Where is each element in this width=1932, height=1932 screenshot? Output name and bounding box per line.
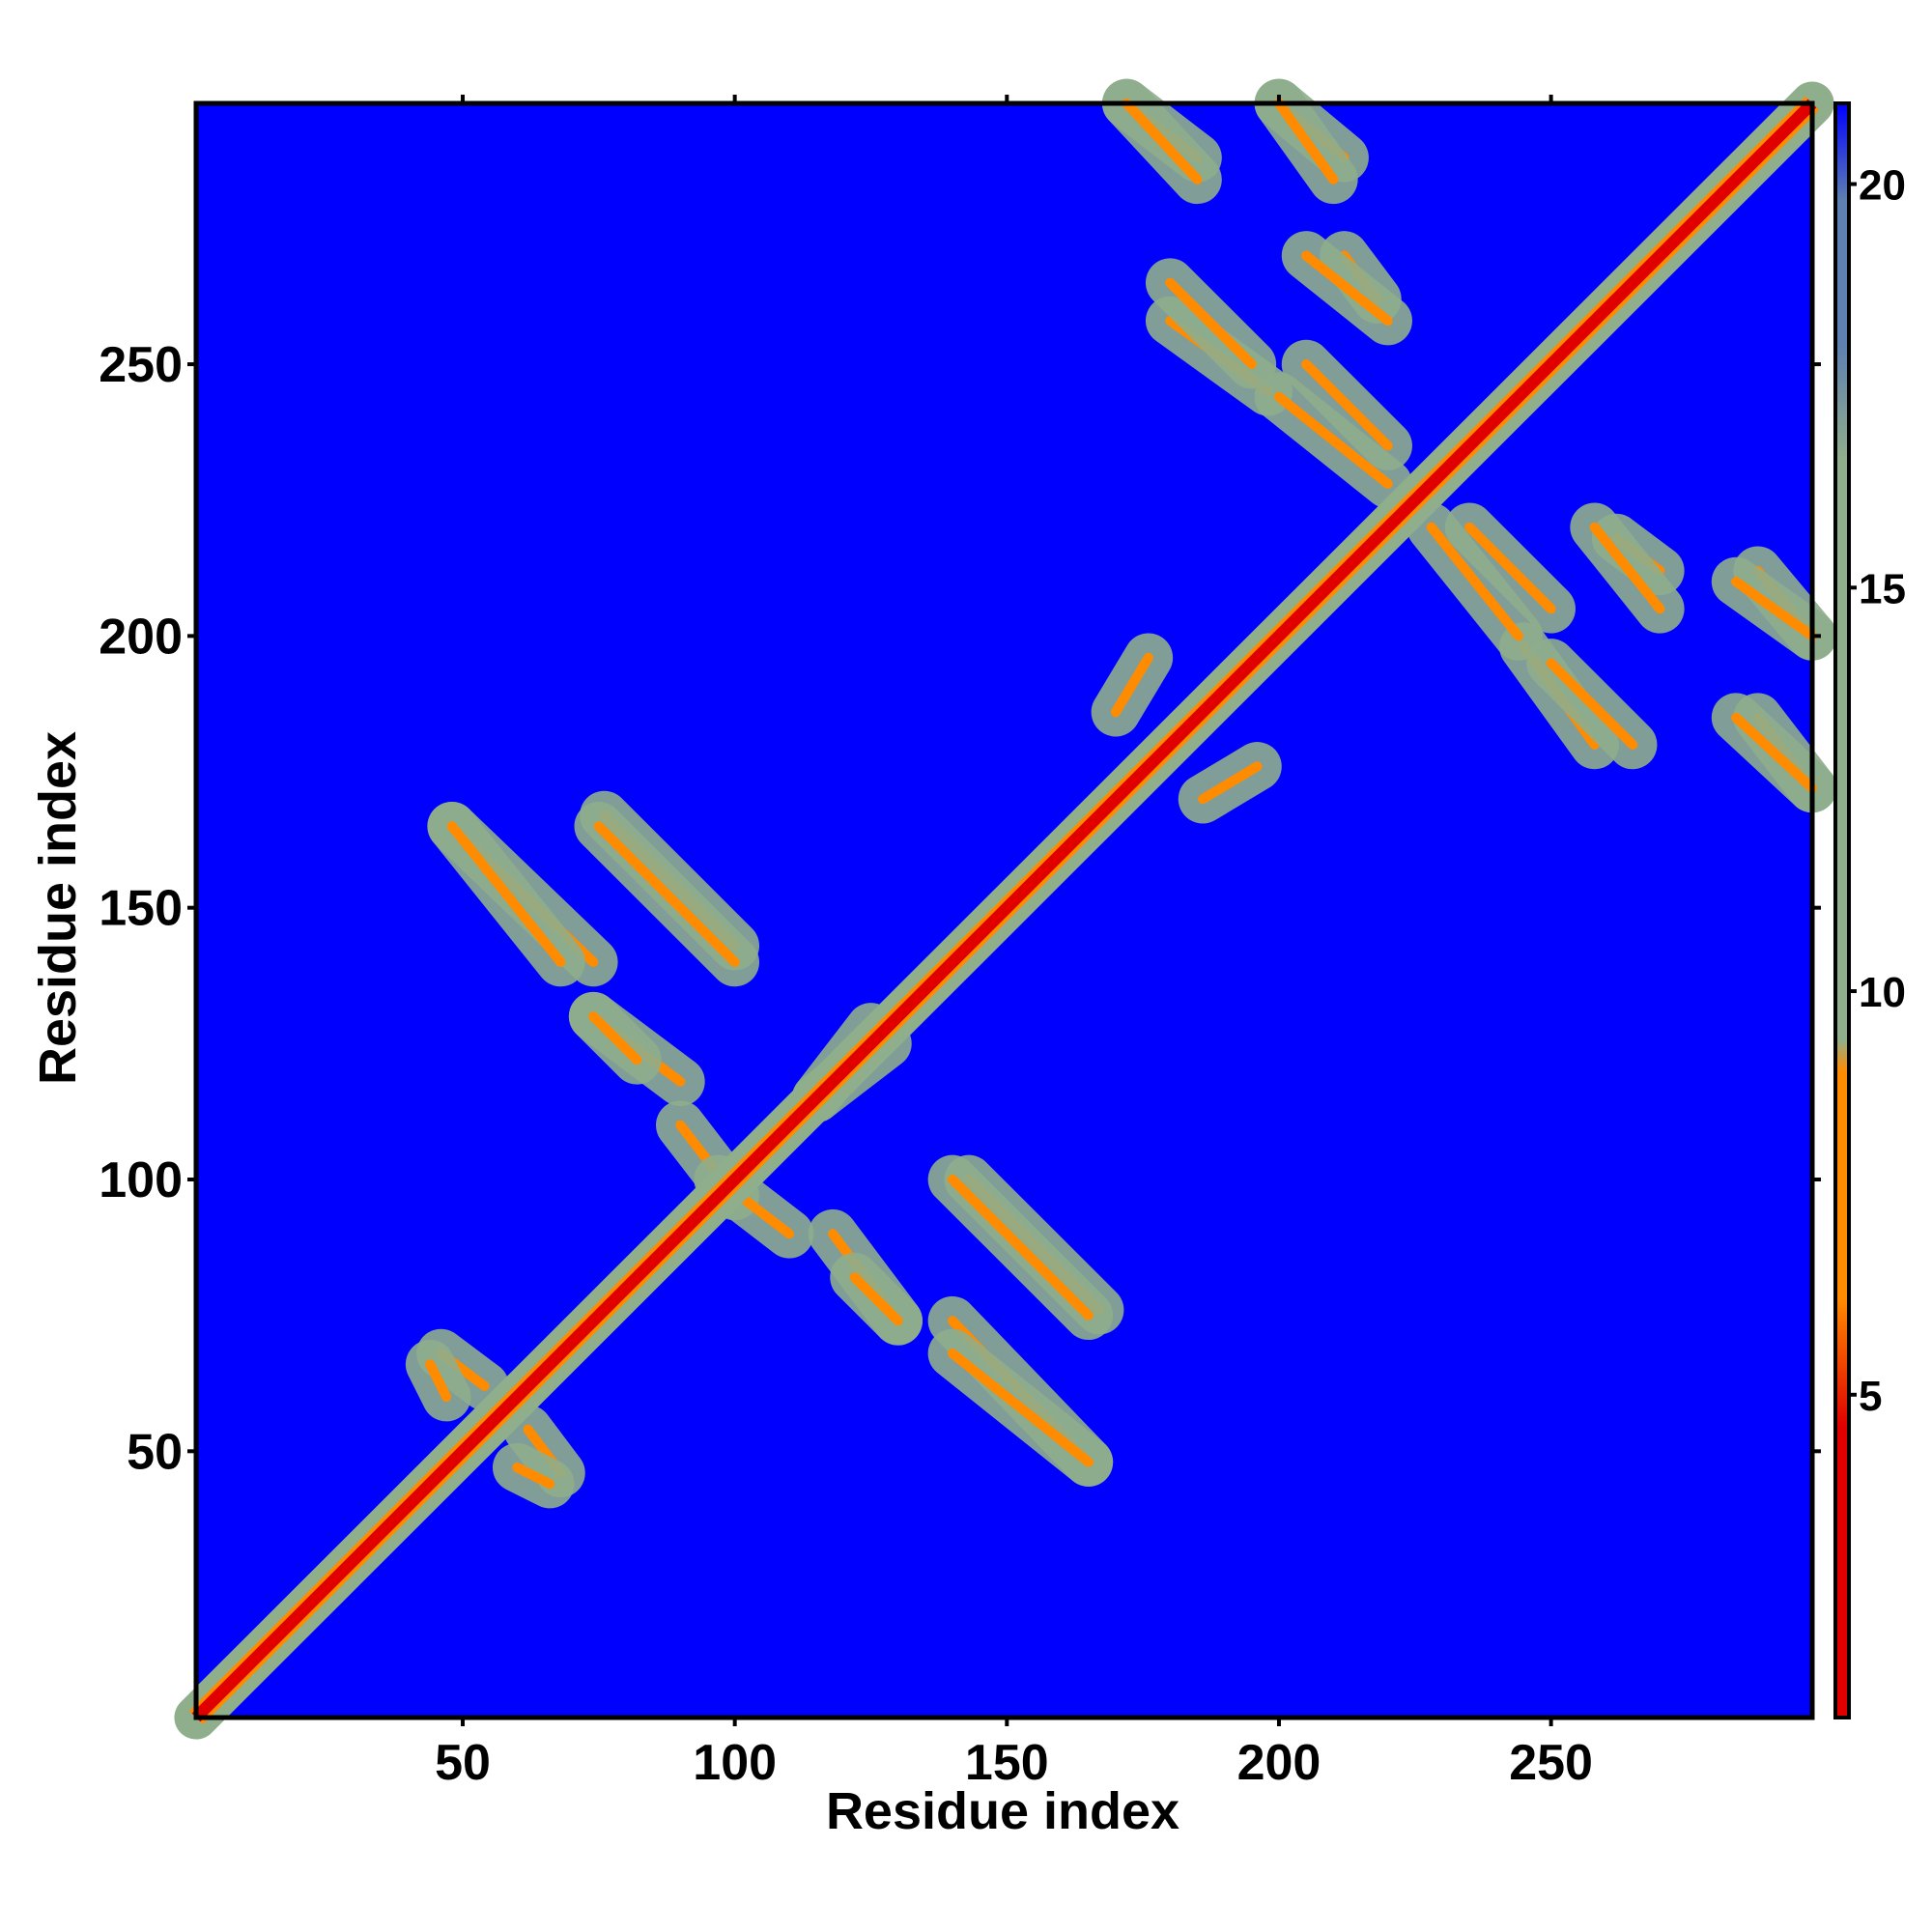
x-tick-label-100: 100 bbox=[693, 1735, 777, 1791]
x-tick-label-150: 150 bbox=[965, 1735, 1049, 1791]
heatmap-plot bbox=[174, 78, 1837, 1740]
contact-band-core-10b bbox=[1426, 522, 1523, 641]
contact-band-core-8b bbox=[425, 1359, 452, 1403]
colorbar-tick-label-5: 5 bbox=[1859, 1373, 1882, 1420]
axes: 50 100 150 200 250 50 100 150 200 250 bbox=[99, 95, 1821, 1791]
plot-frame bbox=[193, 100, 1815, 1720]
contact-band-core-5a bbox=[947, 1174, 1094, 1321]
contact-band-core-6b bbox=[446, 821, 566, 968]
y-tick-label-50: 50 bbox=[127, 1424, 183, 1480]
colorbar: 5 10 15 20 bbox=[1833, 101, 1906, 1719]
colorbar-bar bbox=[1833, 101, 1851, 1719]
contact-band-core-13b bbox=[1165, 277, 1257, 370]
y-tick-label-150: 150 bbox=[99, 881, 183, 937]
contact-band-core-18b bbox=[1122, 98, 1203, 185]
contact-band-core-12b bbox=[1301, 358, 1393, 451]
contact-band-core-14b bbox=[1301, 250, 1393, 327]
contact-band-core-17b bbox=[1273, 98, 1339, 185]
contact-band-core-14a bbox=[1589, 522, 1665, 614]
contact-band-core-5b bbox=[593, 821, 740, 968]
contact-band-core-12a bbox=[1464, 522, 1556, 614]
diagonal-core bbox=[191, 99, 1817, 1722]
contact-band-core-17a bbox=[1731, 577, 1818, 641]
x-axis-title: Residue index bbox=[826, 1782, 1179, 1840]
contact-band-core-8a bbox=[512, 1463, 555, 1490]
contact-band-core-4b bbox=[588, 1011, 642, 1065]
y-axis-title: Residue index bbox=[29, 731, 87, 1085]
contact-band-core-4a bbox=[849, 1272, 903, 1326]
contact-band-core-13a bbox=[1546, 658, 1638, 750]
x-tick-label-50: 50 bbox=[435, 1735, 491, 1791]
y-tick-label-200: 200 bbox=[99, 609, 183, 665]
y-tick-label-250: 250 bbox=[99, 337, 183, 393]
contact-band-core-6a bbox=[947, 1348, 1094, 1467]
x-tick-label-250: 250 bbox=[1509, 1735, 1593, 1791]
contact-band-core-18a bbox=[1731, 712, 1818, 793]
colorbar-tick-label-15: 15 bbox=[1859, 565, 1906, 612]
colorbar-tick-label-20: 20 bbox=[1859, 162, 1906, 210]
contact-band-core-20b bbox=[1110, 652, 1153, 718]
y-tick-label-100: 100 bbox=[99, 1152, 183, 1208]
contact-band-core-20a bbox=[1198, 761, 1263, 805]
contact-band-core-10a bbox=[1273, 391, 1393, 489]
colorbar-tick-label-10: 10 bbox=[1859, 969, 1906, 1016]
x-tick-label-200: 200 bbox=[1237, 1735, 1321, 1791]
